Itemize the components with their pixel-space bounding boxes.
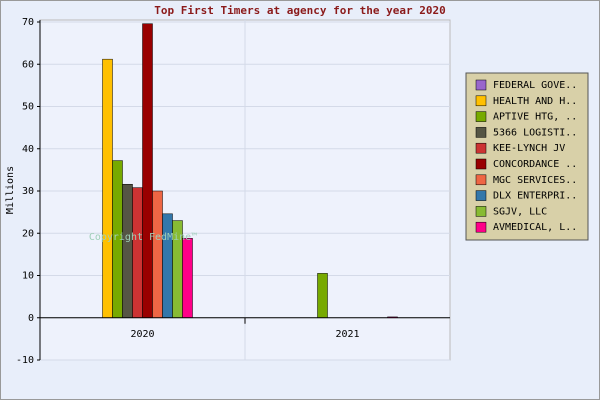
legend-label: KEE-LYNCH JV bbox=[493, 143, 565, 154]
chart-title: Top First Timers at agency for the year … bbox=[154, 4, 445, 17]
legend-swatch bbox=[475, 95, 487, 107]
y-tick-label: 10 bbox=[22, 271, 34, 282]
bar bbox=[142, 23, 153, 318]
bar bbox=[317, 273, 328, 319]
x-tick-label: 2020 bbox=[130, 329, 154, 340]
legend-swatch bbox=[475, 221, 487, 233]
legend-swatch bbox=[475, 190, 487, 201]
legend-swatch bbox=[475, 174, 487, 186]
y-tick-label: 70 bbox=[22, 17, 34, 28]
bar bbox=[162, 213, 173, 318]
y-tick-label: 50 bbox=[22, 102, 34, 113]
legend-label: HEALTH AND H.. bbox=[493, 96, 577, 107]
y-tick-label: 20 bbox=[22, 228, 34, 239]
bar bbox=[122, 183, 133, 318]
legend-label: DLX ENTERPRI.. bbox=[493, 191, 577, 202]
x-tick-label: 2021 bbox=[335, 329, 359, 340]
y-tick-label: 60 bbox=[22, 59, 34, 70]
legend-label: MGC SERVICES.. bbox=[493, 175, 577, 186]
legend-swatch bbox=[475, 111, 487, 122]
y-tick-label: 0 bbox=[28, 313, 34, 324]
bar bbox=[102, 58, 113, 319]
legend-swatch bbox=[475, 79, 487, 91]
legend-swatch bbox=[475, 127, 487, 138]
y-axis-label: Millions bbox=[5, 166, 16, 214]
legend-label: CONCORDANCE .. bbox=[493, 159, 577, 170]
legend bbox=[465, 72, 589, 241]
bar bbox=[182, 238, 193, 319]
legend-label: SGJV, LLC bbox=[493, 206, 547, 217]
y-tick-label: 30 bbox=[22, 186, 34, 197]
legend-label: APTIVE HTG, .. bbox=[493, 112, 577, 123]
legend-label: FEDERAL GOVE.. bbox=[493, 80, 577, 91]
legend-label: 5366 LOGISTI.. bbox=[493, 127, 577, 138]
legend-label: AVMEDICAL, L.. bbox=[493, 222, 577, 233]
y-tick-label: 40 bbox=[22, 144, 34, 155]
watermark: Copyright FedMine™ bbox=[89, 232, 197, 243]
bar bbox=[152, 190, 163, 318]
legend-swatch bbox=[475, 206, 487, 217]
y-tick-label: -10 bbox=[16, 355, 34, 366]
legend-swatch bbox=[475, 158, 487, 170]
legend-swatch bbox=[475, 142, 487, 154]
bar bbox=[132, 187, 143, 318]
